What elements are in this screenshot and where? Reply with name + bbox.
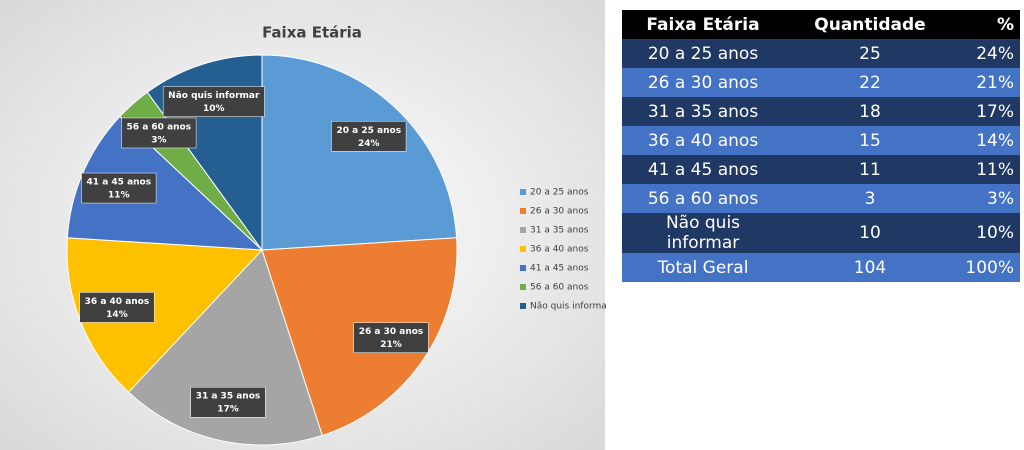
pie-slice	[66, 115, 264, 251]
data-label-name: 31 a 35 anos	[196, 392, 261, 402]
table-cell: 3%	[956, 184, 1020, 213]
data-label-box	[190, 386, 266, 418]
table-cell: 10	[784, 213, 956, 253]
table-cell: 22	[784, 68, 956, 97]
header-cell: %	[956, 10, 1020, 39]
data-label-name: 20 a 25 anos	[337, 126, 402, 136]
header-cell: Quantidade	[784, 10, 956, 39]
legend-label: 56 a 60 anos	[530, 283, 589, 293]
table-row: 20 a 25 anos 25 24%	[622, 39, 1020, 68]
data-label-value: 24%	[358, 139, 380, 149]
data-label-value: 14%	[106, 310, 128, 320]
legend-swatch	[520, 265, 526, 271]
data-label-box	[81, 172, 157, 204]
header-cell: Faixa Etária	[622, 10, 784, 39]
table-row: Não quis informar 10 10%	[622, 213, 1020, 253]
legend-swatch	[520, 227, 526, 233]
pie-slice	[261, 54, 458, 251]
table-cell: 36 a 40 anos	[622, 126, 784, 155]
table-header-row: Faixa Etária Quantidade%	[622, 10, 1020, 39]
data-label-value: 21%	[380, 340, 402, 350]
legend-swatch	[520, 246, 526, 252]
table-cell: 31 a 35 anos	[622, 97, 784, 126]
table-cell: 24%	[956, 39, 1020, 68]
table-cell: 104	[784, 253, 956, 282]
data-table: Faixa Etária Quantidade% 20 a 25 anos 25 24%…	[622, 10, 1020, 282]
data-label-box	[162, 86, 265, 117]
table-cell: 100%	[956, 253, 1020, 282]
table-row: 56 a 60 anos 3 3%	[622, 184, 1020, 213]
data-label-name: Não quis informar	[168, 91, 260, 101]
data-label-value: 3%	[151, 135, 166, 145]
table-cell: 15	[784, 126, 956, 155]
data-label-value: 10%	[203, 104, 225, 114]
table-cell: 25	[784, 39, 956, 68]
legend-label: 31 a 35 anos	[530, 226, 589, 236]
data-label-value: 17%	[217, 405, 239, 415]
legend-label: Não quis informar	[530, 302, 606, 312]
table-cell: 3	[784, 184, 956, 213]
data-label-name: 26 a 30 anos	[359, 327, 424, 337]
table-cell: Total Geral	[622, 253, 784, 282]
legend-label: 20 a 25 anos	[530, 188, 589, 198]
table-cell: 18	[784, 97, 956, 126]
chart: Faixa Etária 20 a 25 anos 24% 26 a 30 anos…	[0, 0, 606, 450]
table-cell: 20 a 25 anos	[622, 39, 784, 68]
table-cell: 17%	[956, 97, 1020, 126]
legend-swatch	[520, 208, 526, 214]
chart-title: Faixa Etária	[262, 24, 362, 42]
table-row: Total Geral 104 100%	[622, 253, 1020, 282]
legend-swatch	[520, 303, 526, 309]
table-row: 26 a 30 anos 22 21%	[622, 68, 1020, 97]
data-label-value: 11%	[108, 191, 130, 201]
table-cell: 21%	[956, 68, 1020, 97]
table-row: 41 a 45 anos 11 11%	[622, 155, 1020, 184]
table-cell: 56 a 60 anos	[622, 184, 784, 213]
data-label-box	[79, 292, 155, 323]
table-cell: 26 a 30 anos	[622, 68, 784, 97]
legend-swatch	[520, 284, 526, 290]
table-cell: 14%	[956, 126, 1020, 155]
data-label-name: 41 a 45 anos	[87, 178, 152, 188]
legend-label: 26 a 30 anos	[530, 207, 589, 217]
table-cell: 41 a 45 anos	[622, 155, 784, 184]
data-label-name: 56 a 60 anos	[127, 122, 192, 132]
legend-label: 41 a 45 anos	[530, 264, 589, 274]
pie-slice	[127, 249, 323, 446]
table-row: 36 a 40 anos 15 14%	[622, 126, 1020, 155]
table-cell: Não quis informar	[622, 213, 784, 253]
table-cell: 10%	[956, 213, 1020, 253]
table-cell: 11	[784, 155, 956, 184]
legend-label: 36 a 40 anos	[530, 245, 589, 255]
data-label-box	[331, 121, 407, 152]
table-row: 31 a 35 anos 18 17%	[622, 97, 1020, 126]
data-label-box	[121, 117, 197, 149]
legend-swatch	[520, 189, 526, 195]
table-cell: 11%	[956, 155, 1020, 184]
data-label-name: 36 a 40 anos	[85, 297, 150, 307]
data-label-box	[353, 322, 429, 353]
